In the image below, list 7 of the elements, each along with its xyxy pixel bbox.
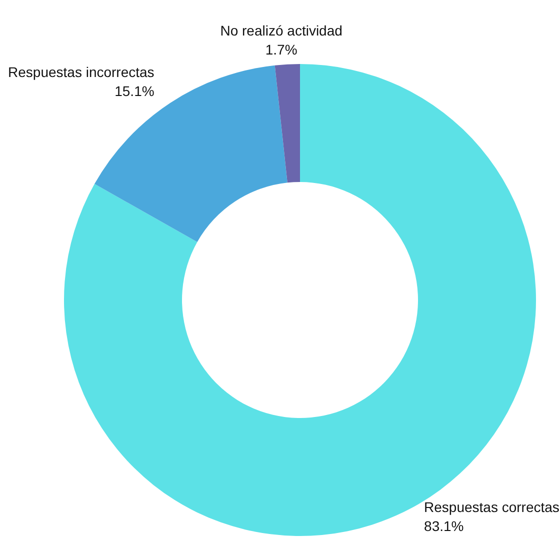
data-label: 1.7% <box>265 41 298 58</box>
donut-slice <box>274 64 300 183</box>
slice-label: Respuestas incorrectas <box>8 64 154 80</box>
slice-label: Respuestas correctas <box>424 499 559 516</box>
slice-label: No realizó actividad <box>220 22 342 38</box>
data-label: 83.1% <box>424 518 464 534</box>
data-label: 15.1% <box>114 83 154 100</box>
